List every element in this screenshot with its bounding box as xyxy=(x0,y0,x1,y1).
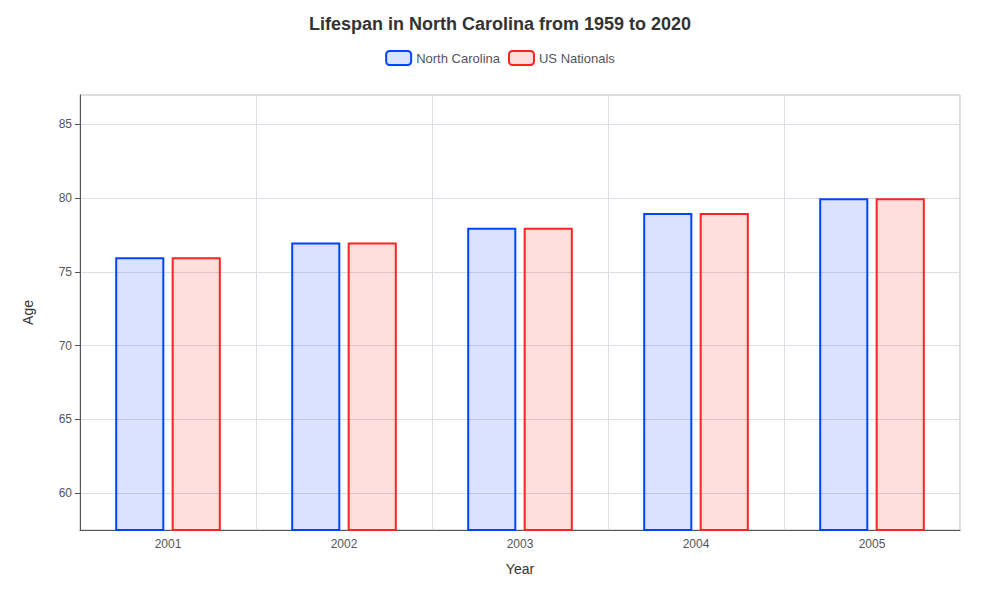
svg-text:2005: 2005 xyxy=(859,537,886,551)
svg-text:Year: Year xyxy=(506,561,535,577)
svg-text:2004: 2004 xyxy=(683,537,710,551)
svg-text:2003: 2003 xyxy=(507,537,534,551)
svg-text:Lifespan in North Carolina fro: Lifespan in North Carolina from 1959 to … xyxy=(309,14,691,34)
svg-text:60: 60 xyxy=(59,486,73,500)
svg-text:75: 75 xyxy=(59,265,73,279)
svg-text:North Carolina: North Carolina xyxy=(416,51,501,66)
svg-text:65: 65 xyxy=(59,412,73,426)
svg-text:70: 70 xyxy=(59,339,73,353)
svg-text:US Nationals: US Nationals xyxy=(539,51,615,66)
svg-text:85: 85 xyxy=(59,117,73,131)
svg-text:80: 80 xyxy=(59,191,73,205)
svg-text:Age: Age xyxy=(20,300,36,325)
svg-text:2001: 2001 xyxy=(155,537,182,551)
svg-text:2002: 2002 xyxy=(331,537,358,551)
